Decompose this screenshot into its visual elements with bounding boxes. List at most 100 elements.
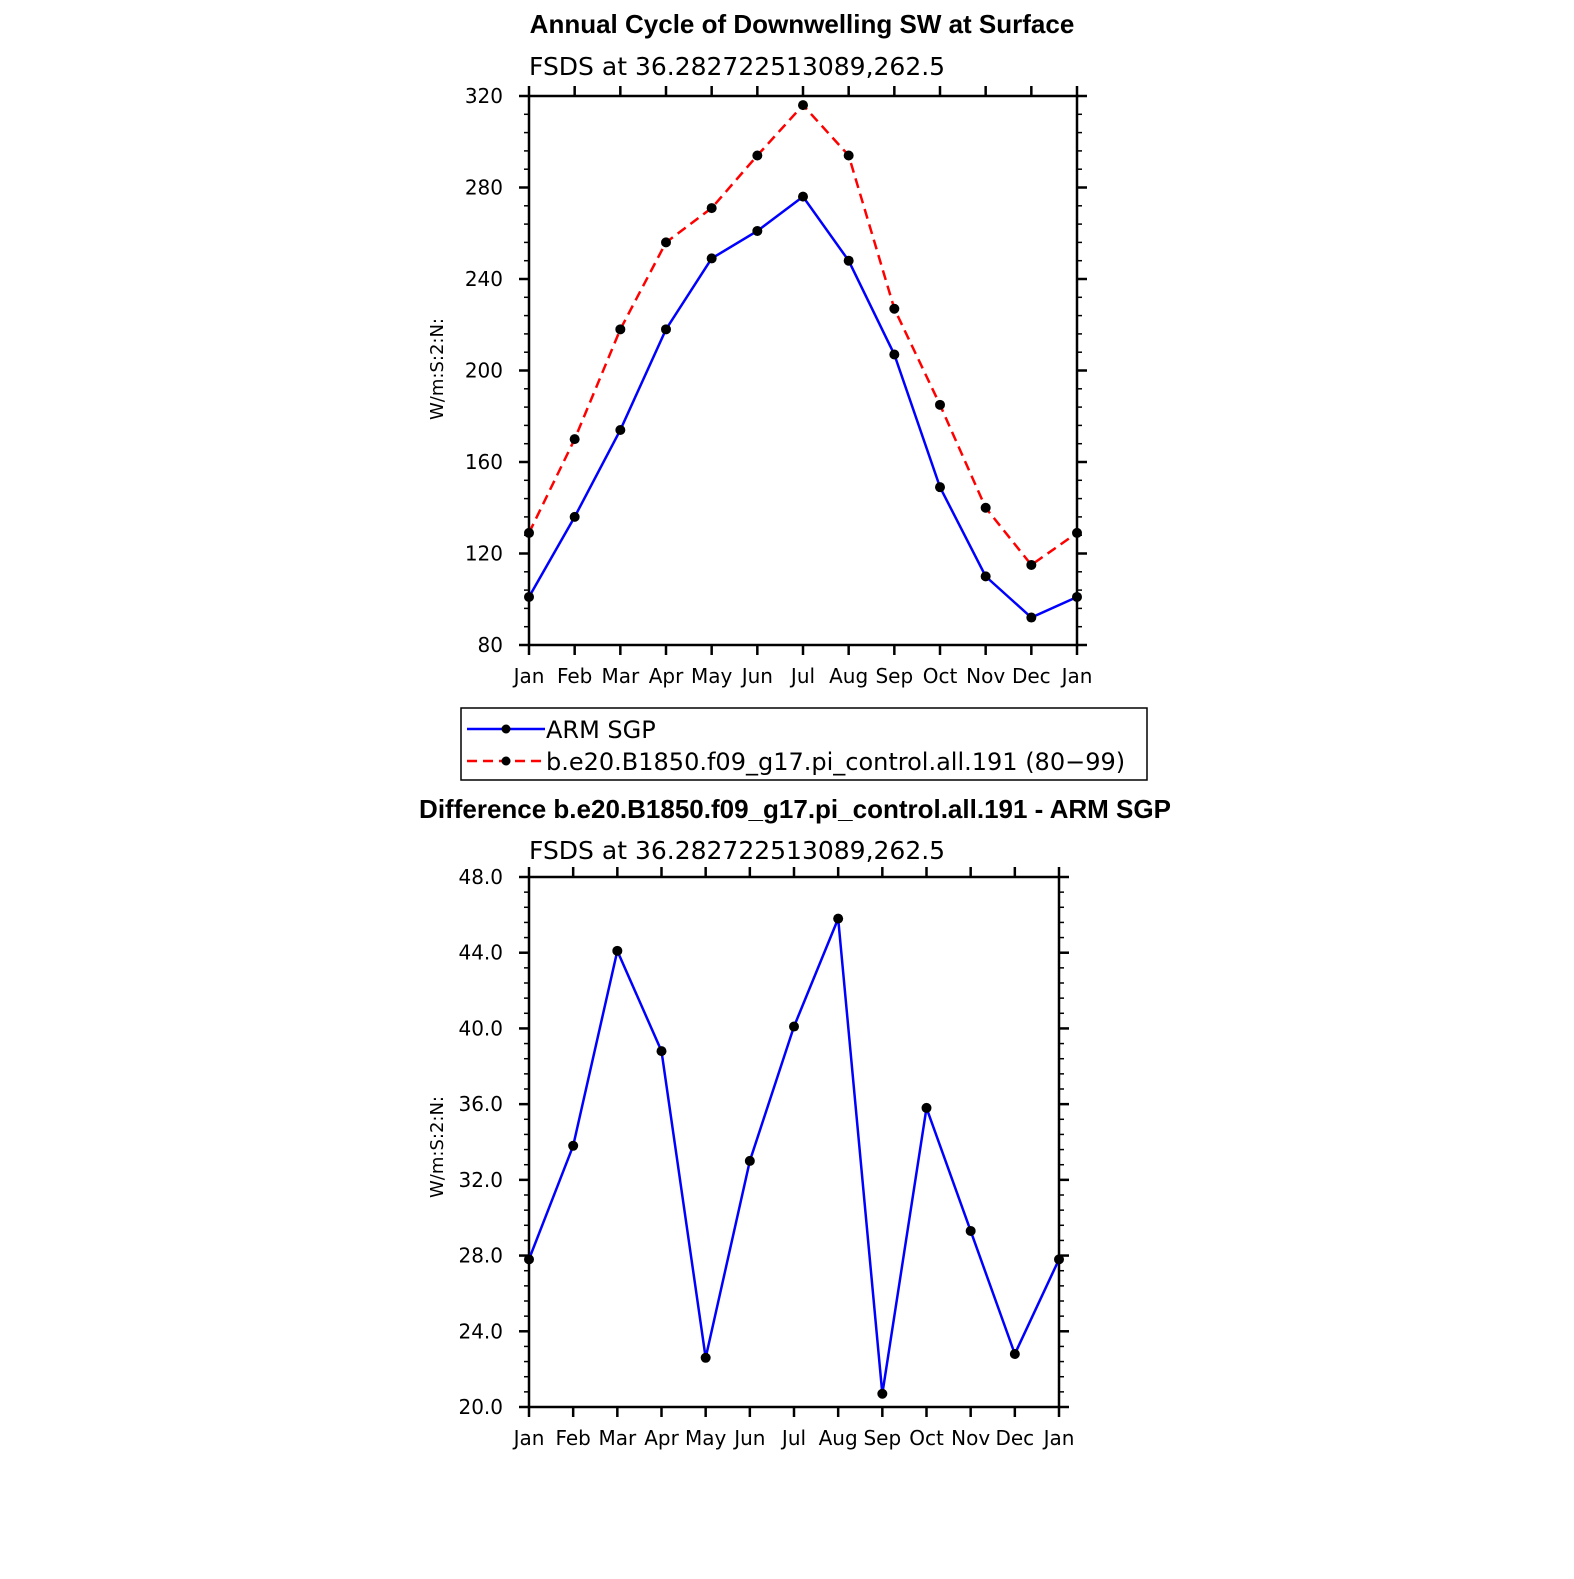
data-point — [568, 1140, 579, 1151]
plot-marks — [524, 100, 1082, 623]
data-point — [833, 913, 844, 924]
data-point — [1072, 527, 1082, 538]
data-point — [877, 1388, 888, 1399]
data-point — [615, 324, 626, 335]
data-point — [1009, 1349, 1020, 1359]
data-point — [524, 591, 534, 602]
data-point — [965, 1225, 976, 1236]
y-axis-label: W/m:S:2:N: — [427, 1096, 448, 1198]
x-tick-label: Apr — [644, 1426, 679, 1450]
y-tick-label: 28.0 — [458, 1244, 503, 1268]
y-tick-label: 48.0 — [458, 865, 503, 889]
axes: Jan Feb Mar Apr May Jun Jul Aug Sep Oct Nov Dec Jan 8… — [465, 84, 1093, 688]
data-point — [921, 1102, 932, 1113]
difference-chart: Difference b.e20.B1850.f09_g17.pi_contro… — [419, 794, 1171, 1450]
x-tick-label: Nov — [951, 1426, 990, 1450]
y-tick-label: 44.0 — [458, 941, 503, 965]
data-point — [656, 1046, 667, 1057]
data-point — [980, 502, 991, 513]
chart-title: Difference b.e20.B1850.f09_g17.pi_contro… — [419, 794, 1171, 824]
data-point — [789, 1021, 799, 1032]
x-tick-label: May — [691, 664, 733, 688]
legend-box — [460, 707, 1148, 781]
x-tick-label: Oct — [923, 664, 958, 688]
data-point — [700, 1352, 711, 1363]
x-tick-label: Jun — [740, 664, 773, 688]
data-point — [980, 571, 991, 582]
y-tick-label: 20.0 — [458, 1395, 503, 1419]
data-point — [1072, 591, 1082, 602]
x-tick-label: Sep — [875, 664, 913, 688]
plot-marks — [524, 913, 1064, 1399]
legend-marker-arm-sgp — [501, 724, 511, 734]
legend-label-arm-sgp: ARM SGP — [546, 716, 656, 744]
chart-subtitle: FSDS at 36.282722513089,262.5 — [529, 836, 945, 865]
y-tick-label: 160 — [465, 450, 503, 474]
x-tick-label: Sep — [863, 1426, 901, 1450]
y-tick-label: 24.0 — [458, 1319, 503, 1343]
x-tick-label: Dec — [1012, 664, 1051, 688]
y-tick-label: 320 — [465, 84, 503, 108]
x-tick-label: Jan — [1042, 1426, 1075, 1450]
x-tick-label: Oct — [909, 1426, 944, 1450]
data-point — [706, 253, 717, 264]
series-line-0 — [527, 918, 1061, 1394]
x-tick-label: Aug — [829, 664, 868, 688]
data-point — [798, 191, 808, 202]
x-tick-label: Dec — [995, 1426, 1034, 1450]
x-tick-label: Nov — [966, 664, 1005, 688]
x-tick-label: Jul — [780, 1426, 806, 1450]
y-axis-label: W/m:S:2:N: — [427, 318, 448, 420]
chart-subtitle: FSDS at 36.282722513089,262.5 — [529, 52, 945, 81]
data-point — [1054, 1254, 1064, 1265]
data-point — [615, 424, 626, 435]
x-tick-label: Jan — [1060, 664, 1093, 688]
series-line-1 — [527, 103, 1078, 567]
data-point — [752, 150, 763, 161]
y-tick-label: 80 — [478, 633, 503, 657]
x-tick-label: Feb — [557, 664, 592, 688]
data-point — [843, 150, 854, 161]
annual-cycle-chart: Annual Cycle of Downwelling SW at Surfac… — [427, 9, 1092, 688]
chart-title: Annual Cycle of Downwelling SW at Surfac… — [530, 9, 1075, 39]
x-tick-label: Mar — [598, 1426, 637, 1450]
data-point — [661, 237, 671, 248]
x-tick-label: May — [685, 1426, 727, 1450]
data-point — [889, 349, 900, 360]
y-tick-label: 280 — [465, 176, 503, 200]
data-point — [706, 203, 717, 214]
data-point — [889, 303, 900, 314]
y-tick-label: 40.0 — [458, 1016, 503, 1040]
x-tick-label: Jan — [512, 1426, 545, 1450]
data-point — [524, 1254, 534, 1265]
data-point — [798, 100, 808, 111]
data-point — [935, 482, 945, 493]
y-tick-label: 32.0 — [458, 1168, 503, 1192]
data-point — [843, 255, 854, 266]
x-tick-label: Jun — [732, 1426, 765, 1450]
data-point — [569, 511, 580, 522]
y-tick-label: 200 — [465, 359, 503, 383]
x-tick-label: Jan — [512, 664, 545, 688]
y-tick-label: 240 — [465, 267, 503, 291]
plot-frame — [527, 875, 1061, 1409]
data-point — [612, 945, 623, 956]
y-tick-label: 36.0 — [458, 1092, 503, 1116]
data-point — [752, 225, 763, 236]
legend-marker-model — [501, 756, 511, 766]
data-point — [935, 399, 945, 410]
legend: ARM SGP b.e20.B1850.f09_g17.pi_control.a… — [460, 707, 1148, 781]
x-tick-label: Apr — [649, 664, 684, 688]
plot-frame — [527, 94, 1079, 647]
x-tick-label: Jul — [789, 664, 815, 688]
x-tick-label: Mar — [601, 664, 640, 688]
x-tick-label: Aug — [819, 1426, 858, 1450]
data-point — [524, 527, 534, 538]
axes: Jan Feb Mar Apr May Jun Jul Aug Sep Oct Nov Dec Jan 2… — [458, 865, 1074, 1450]
data-point — [569, 434, 580, 445]
data-point — [661, 324, 671, 335]
data-point — [1026, 612, 1037, 623]
x-tick-label: Feb — [555, 1426, 590, 1450]
